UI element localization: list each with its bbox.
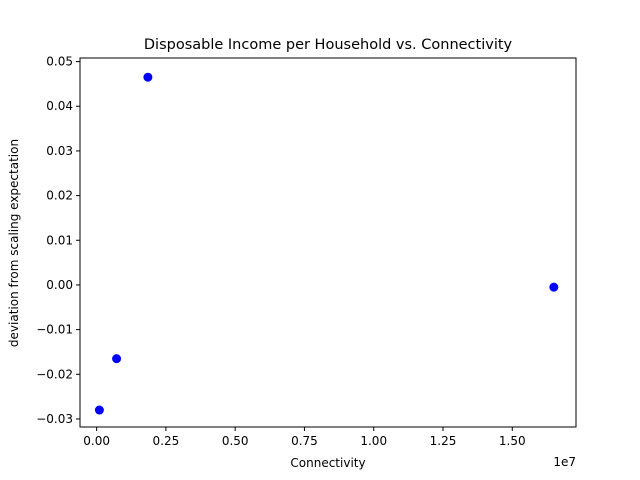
- y-axis-ticks: −0.03 −0.02 −0.01 0.00 0.01 0.02 0.03 0.04 0.05: [36, 55, 80, 426]
- y-tick-label: −0.03: [36, 412, 73, 426]
- y-axis-label: deviation from scaling expectation: [7, 139, 21, 347]
- y-tick-label: 0.01: [46, 233, 73, 247]
- x-axis-offset-text: 1e7: [553, 455, 576, 469]
- x-tick-label: 0.50: [222, 434, 249, 448]
- data-point: [94, 405, 104, 415]
- x-axis-label: Connectivity: [290, 456, 365, 470]
- y-tick-label: 0.00: [46, 278, 73, 292]
- data-points: [94, 72, 559, 415]
- x-tick-label: 1.25: [430, 434, 457, 448]
- y-tick-label: 0.05: [46, 55, 73, 69]
- x-tick-label: 1.00: [360, 434, 387, 448]
- x-tick-label: 0.25: [153, 434, 180, 448]
- x-tick-label: 1.50: [499, 434, 526, 448]
- x-tick-label: 0.75: [291, 434, 318, 448]
- y-tick-label: 0.02: [46, 189, 73, 203]
- chart-title: Disposable Income per Household vs. Conn…: [144, 37, 513, 53]
- y-tick-label: 0.03: [46, 144, 73, 158]
- data-point: [549, 282, 559, 292]
- y-tick-label: −0.01: [36, 323, 73, 337]
- y-tick-label: −0.02: [36, 367, 73, 381]
- x-tick-label: 0.00: [83, 434, 110, 448]
- axes-frame: [79, 57, 577, 428]
- data-point: [112, 354, 122, 364]
- data-point: [143, 72, 153, 82]
- x-axis-ticks: 0.00 0.25 0.50 0.75 1.00 1.25 1.50: [83, 427, 526, 448]
- y-tick-label: 0.04: [46, 99, 73, 113]
